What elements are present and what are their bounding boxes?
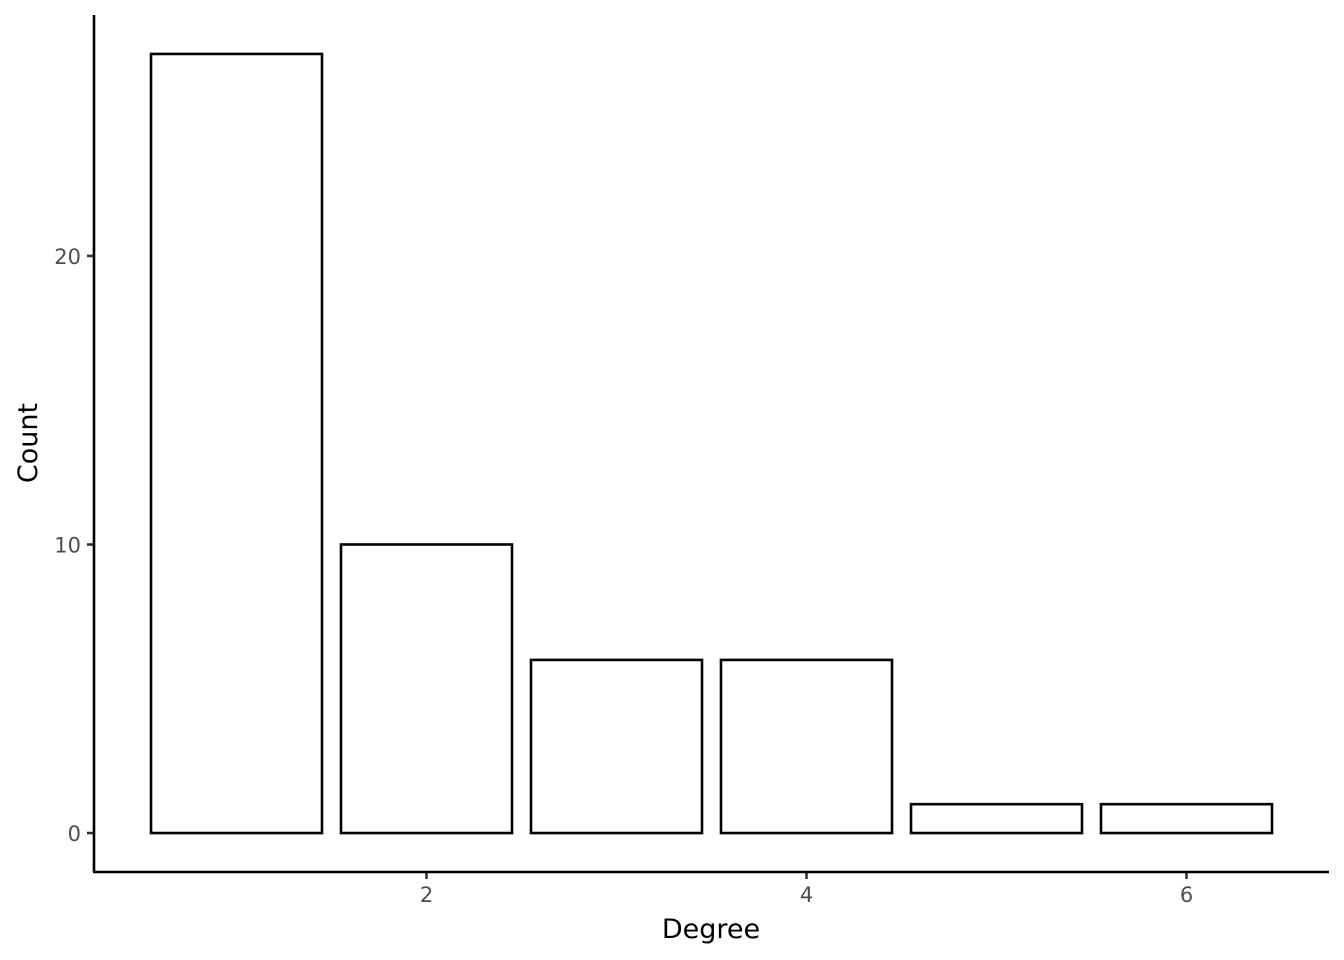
bar-degree-6 xyxy=(1099,802,1274,835)
y-tick-label: 0 xyxy=(68,822,81,846)
x-axis-ticks: 2 4 6 xyxy=(420,872,1193,907)
y-tick-label: 10 xyxy=(54,533,81,557)
x-tick-label: 6 xyxy=(1180,883,1193,907)
bar-degree-4 xyxy=(719,658,894,835)
bar-degree-5 xyxy=(909,802,1084,835)
x-axis-title: Degree xyxy=(662,914,760,945)
x-tick-label: 4 xyxy=(800,883,813,907)
y-axis-ticks: 0 10 20 xyxy=(54,245,94,846)
bars-group xyxy=(149,52,1274,835)
bar-degree-1 xyxy=(149,52,324,835)
bar-degree-2 xyxy=(339,543,514,835)
y-axis-title: Count xyxy=(13,403,44,483)
bar-degree-3 xyxy=(529,658,704,835)
x-tick-label: 2 xyxy=(420,883,433,907)
y-tick-label: 20 xyxy=(54,245,81,269)
